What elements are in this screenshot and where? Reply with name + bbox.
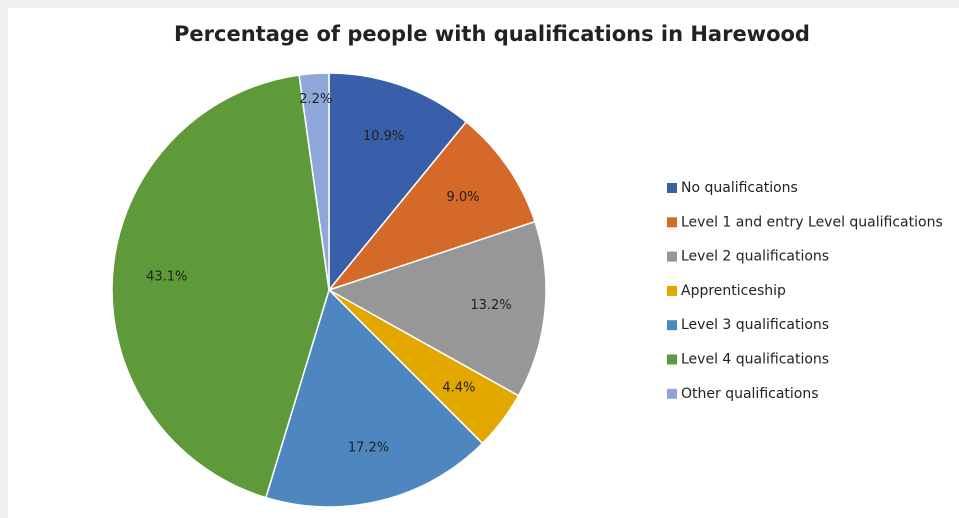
data-label: 13.2% (470, 298, 511, 313)
data-label: 10.9% (363, 129, 404, 144)
legend-label: Apprenticeship (681, 283, 786, 299)
data-label: 17.2% (348, 440, 389, 455)
legend-label: Level 1 and entry Level qualifications (681, 214, 943, 230)
legend-label: Level 4 qualifications (681, 352, 829, 368)
pie-slice (326, 120, 536, 292)
legend-swatch (667, 217, 677, 228)
legend-swatch (667, 183, 677, 193)
legend-swatch (667, 285, 677, 296)
legend-swatch (667, 320, 677, 331)
pie-slice (298, 72, 330, 291)
pie-slice (111, 74, 330, 499)
legend-label: Other qualifications (681, 386, 819, 402)
legend-label: Level 3 qualifications (681, 317, 829, 333)
legend-swatch (667, 354, 677, 365)
legend-swatch (667, 251, 677, 262)
pie-slice (264, 288, 484, 508)
chart: Percentage of people with qualifications… (111, 22, 943, 508)
chart-frame: Percentage of people with qualifications… (8, 8, 959, 518)
data-label: 4.4% (442, 381, 475, 396)
legend-swatch (667, 388, 677, 399)
legend-label: No qualifications (681, 180, 798, 196)
legend-label: Level 2 qualifications (681, 249, 829, 265)
chart-title: Percentage of people with qualifications… (174, 22, 810, 46)
data-label: 9.0% (447, 190, 480, 205)
pie-slice (327, 220, 547, 397)
data-label: 43.1% (146, 270, 187, 285)
pie-slice (328, 72, 468, 293)
data-label: 2.2% (299, 92, 332, 107)
